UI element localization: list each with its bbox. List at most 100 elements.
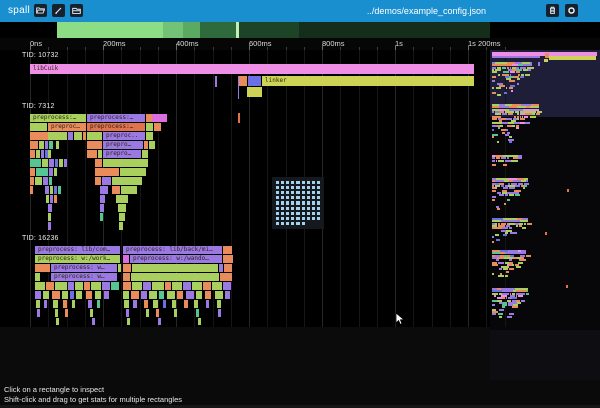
flame-bar[interactable] xyxy=(30,123,47,131)
flame-bar[interactable] xyxy=(42,159,48,167)
flame-bar[interactable] xyxy=(165,282,171,290)
flame-bar[interactable] xyxy=(127,318,130,325)
flame-bar[interactable] xyxy=(90,309,93,317)
flame-bar[interactable] xyxy=(35,291,41,299)
flame-bar[interactable]: preprocess:… xyxy=(87,114,145,122)
flame-bar[interactable] xyxy=(124,300,129,308)
flame-bar[interactable] xyxy=(100,195,105,203)
flame-bar[interactable]: linker xyxy=(262,76,474,86)
flame-bar[interactable] xyxy=(146,114,152,122)
flame-bar[interactable] xyxy=(220,273,232,281)
flame-bar[interactable] xyxy=(62,291,68,299)
flame-bar[interactable] xyxy=(248,76,261,86)
flame-bar[interactable] xyxy=(30,141,38,149)
flame-bar[interactable] xyxy=(142,150,148,158)
flame-bar[interactable] xyxy=(153,300,158,308)
flame-bar[interactable] xyxy=(218,309,221,317)
flame-bar[interactable] xyxy=(53,300,58,308)
flame-bar[interactable] xyxy=(49,159,54,167)
flame-bar[interactable] xyxy=(63,300,67,308)
flame-bar[interactable] xyxy=(46,195,49,203)
flame-bar[interactable] xyxy=(76,291,82,299)
flame-bar[interactable] xyxy=(87,150,97,158)
flame-bar[interactable] xyxy=(174,309,177,317)
flame-bar[interactable] xyxy=(123,264,131,272)
flame-bar[interactable] xyxy=(167,291,175,299)
flame-bar[interactable] xyxy=(49,168,53,176)
flame-bar[interactable] xyxy=(144,300,148,308)
flame-bar[interactable] xyxy=(133,300,137,308)
flame-bar[interactable] xyxy=(238,76,247,86)
flame-bar[interactable] xyxy=(225,291,230,299)
flame-bar[interactable] xyxy=(37,309,40,317)
flame-bar[interactable] xyxy=(30,186,33,194)
flame-bar[interactable] xyxy=(217,300,221,308)
flame-bar[interactable] xyxy=(68,282,74,290)
flame-bar[interactable] xyxy=(58,186,61,194)
flame-bar[interactable] xyxy=(35,264,50,272)
flame-bar[interactable] xyxy=(172,282,182,290)
flame-bar[interactable] xyxy=(70,291,74,299)
flame-bar[interactable] xyxy=(100,204,104,212)
flame-bar[interactable] xyxy=(91,282,101,290)
flame-bar[interactable]: preprocess: w:/wando… xyxy=(130,255,222,263)
flame-bar[interactable] xyxy=(30,159,41,167)
flame-bar[interactable] xyxy=(35,282,45,290)
flame-bar[interactable] xyxy=(177,291,183,299)
flame-bar[interactable] xyxy=(72,300,75,308)
activity-strip[interactable] xyxy=(0,22,600,38)
flame-bar[interactable] xyxy=(100,213,103,221)
flame-bar[interactable] xyxy=(158,318,161,325)
flame-bar[interactable] xyxy=(126,309,129,317)
flame-bar[interactable] xyxy=(104,291,109,299)
flame-bar[interactable] xyxy=(54,186,57,194)
flame-bar[interactable] xyxy=(186,291,194,299)
flame-bar[interactable] xyxy=(49,177,52,185)
flame-bar[interactable] xyxy=(68,132,73,140)
flame-bar[interactable] xyxy=(118,204,126,212)
flame-bar[interactable] xyxy=(184,300,188,308)
flame-bar[interactable] xyxy=(132,282,142,290)
flame-bar[interactable] xyxy=(121,186,137,194)
flame-bar[interactable] xyxy=(45,141,48,149)
flame-bar[interactable] xyxy=(224,264,232,272)
flame-bar[interactable] xyxy=(36,168,48,176)
flame-bar[interactable] xyxy=(131,273,219,281)
flame-bar[interactable]: preprocess: lib/back/mi… xyxy=(123,246,222,254)
flame-bar[interactable] xyxy=(84,282,90,290)
flame-bar[interactable] xyxy=(172,300,176,308)
flame-tick[interactable] xyxy=(237,76,239,99)
flame-bar[interactable] xyxy=(87,141,102,149)
flame-bar[interactable] xyxy=(36,150,40,158)
flame-bar[interactable] xyxy=(59,159,63,167)
flame-bar[interactable] xyxy=(116,195,128,203)
flame-bar[interactable] xyxy=(48,150,51,158)
flame-bar[interactable] xyxy=(50,195,53,203)
flame-bar[interactable]: preprocess: w… xyxy=(51,264,117,272)
measure-button[interactable] xyxy=(52,4,65,17)
flame-bar[interactable] xyxy=(205,291,211,299)
flame-bar[interactable] xyxy=(144,141,148,149)
flame-bar[interactable] xyxy=(52,291,60,299)
flame-bar[interactable] xyxy=(194,300,198,308)
flame-bar[interactable] xyxy=(146,132,153,140)
flame-bar[interactable] xyxy=(102,282,110,290)
flame-bar[interactable]: preprocess: w… xyxy=(51,273,117,281)
flame-bar[interactable] xyxy=(203,282,211,290)
flame-bar[interactable] xyxy=(54,195,57,203)
flame-bar[interactable] xyxy=(152,282,164,290)
flame-bar[interactable] xyxy=(54,168,57,176)
flame-bar[interactable] xyxy=(141,291,147,299)
flame-bar[interactable] xyxy=(223,282,231,290)
flame-bar[interactable] xyxy=(223,255,233,263)
flame-bar[interactable]: preprocess: lib/com… xyxy=(35,246,120,254)
flame-bar[interactable]: preprocess:… xyxy=(87,123,145,131)
flame-bar[interactable] xyxy=(39,141,44,149)
flame-bar[interactable] xyxy=(55,309,58,317)
flame-bar[interactable] xyxy=(223,246,232,254)
flame-bar[interactable] xyxy=(55,282,67,290)
flame-bar[interactable] xyxy=(149,291,157,299)
flame-bar[interactable] xyxy=(30,150,35,158)
flame-bar[interactable] xyxy=(112,177,142,185)
flame-bar[interactable] xyxy=(159,291,164,299)
